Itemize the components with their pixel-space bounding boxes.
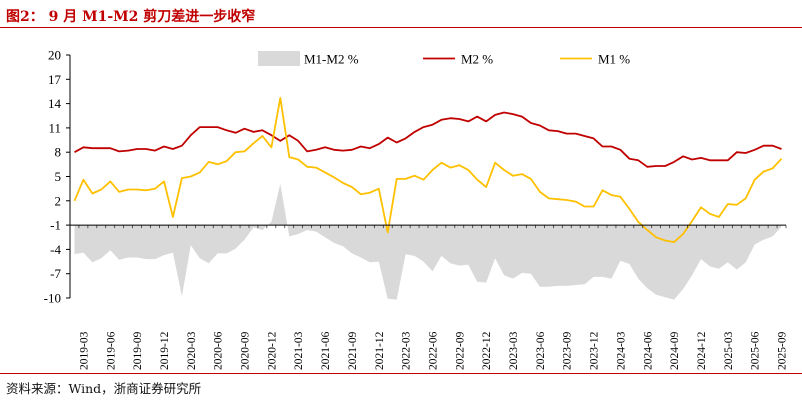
area-layer [74,183,782,300]
series-area-m1-m2 [74,183,782,300]
bottom-rule [0,373,802,374]
legend-label: M2 % [461,52,493,67]
x-tick-label: 2022-03 [401,331,413,370]
x-tick-label: 2019-09 [132,331,144,370]
source-note: 资料来源：Wind，浙商证券研究所 [6,381,202,396]
legend-label: M1 % [598,52,630,67]
x-tick-label: 2023-03 [508,331,520,370]
x-tick-label: 2025-09 [777,331,789,370]
x-tick-label: 2024-03 [615,331,627,370]
legend-swatch-area [258,51,300,66]
x-tick-label: 2024-09 [669,331,681,370]
x-tick-label: 2021-06 [320,331,332,370]
x-tick-label: 2020-06 [213,331,225,370]
x-tick-label: 2025-06 [750,331,762,370]
y-tick-label: -1 [50,218,61,233]
legend-label: M1-M2 % [304,52,359,67]
x-axis: 2019-03 2019-06 2019-09 2019-12 2020-03 2020-… [69,224,789,370]
x-tick-label: 2019-03 [78,331,90,370]
x-tick-label: 2022-12 [481,331,493,370]
x-tick-label: 2023-12 [589,331,601,370]
x-tick-label: 2023-09 [562,331,574,370]
y-tick-label: 5 [55,169,62,184]
y-tick-label: 14 [48,96,62,111]
y-tick-label: -7 [50,266,61,281]
y-tick-label: 8 [55,145,62,160]
x-tick-label: 2024-06 [642,331,654,370]
x-tick-label: 2023-06 [535,331,547,370]
line-layer [73,97,783,244]
y-tick-label: -10 [44,291,61,306]
y-axis: -10 -7 -4 -1 2 5 8 11 14 17 20 [44,48,71,306]
x-tick-label: 2020-12 [266,331,278,370]
series-line-m1 [73,97,783,244]
figure-title: 图2： 9 月 M1-M2 剪刀差进一步收窄 [6,9,256,25]
x-tick-label: 2022-06 [427,331,439,370]
x-tick-label: 2020-03 [186,331,198,370]
y-tick-label: 11 [48,120,61,135]
x-tick-label: 2021-09 [347,331,359,370]
x-tick-label: 2019-06 [105,331,117,370]
y-tick-label: -4 [50,242,61,257]
y-tick-label: 20 [48,48,61,63]
x-tick-label: 2020-09 [240,331,252,370]
legend: M1-M2 % M2 % M1 % [258,51,630,67]
title-rule [0,27,802,28]
x-tick-label: 2019-12 [159,331,171,370]
series-line-m2 [74,111,782,168]
x-tick-label: 2022-09 [454,331,466,370]
y-tick-label: 2 [55,193,62,208]
x-tick-label: 2021-12 [374,331,386,370]
y-tick-label: 17 [48,72,62,87]
x-tick-label: 2025-03 [723,331,735,370]
x-tick-label: 2021-03 [293,331,305,370]
x-tick-label: 2024-12 [696,331,708,370]
